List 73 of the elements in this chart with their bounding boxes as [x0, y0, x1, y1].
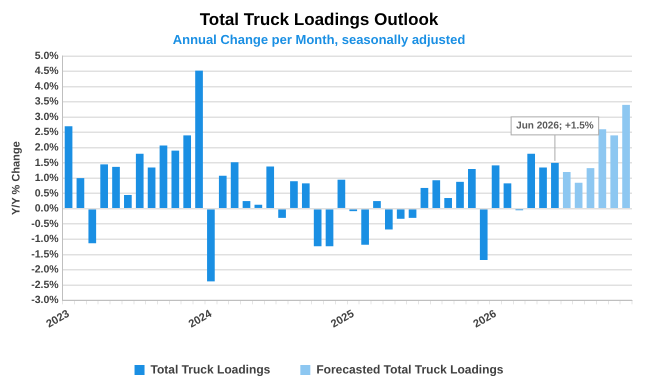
bar	[539, 167, 547, 208]
bar	[76, 178, 84, 208]
x-tick-label: 2024	[186, 307, 215, 331]
legend-label: Total Truck Loadings	[150, 362, 271, 376]
x-tick-label: 2025	[329, 308, 356, 331]
bar	[396, 209, 405, 219]
bar	[574, 182, 582, 208]
bar	[373, 201, 381, 208]
y-tick-label: 1.5%	[34, 156, 60, 169]
y-tick-label: 3.5%	[34, 96, 60, 108]
bar	[195, 70, 203, 208]
bar	[183, 135, 192, 208]
bar	[562, 172, 571, 208]
y-tick-label: 4.0%	[34, 80, 60, 92]
y-tick-label: 0.0%	[34, 202, 60, 215]
y-tick-label: 3.0%	[34, 110, 60, 123]
bar	[290, 181, 298, 208]
bar	[254, 204, 262, 208]
bar	[432, 180, 440, 208]
y-tick-label: -2.5%	[31, 278, 60, 291]
bar	[112, 166, 120, 208]
x-tick-label: 2023	[44, 308, 72, 331]
data-label: Jun 2026; +1.5%	[516, 120, 594, 132]
bar	[88, 209, 96, 244]
y-tick-label: -1.0%	[31, 233, 60, 246]
bar	[456, 182, 464, 208]
chart-subtitle: Annual Change per Month, seasonally adjusted	[172, 32, 466, 47]
bar	[302, 183, 310, 208]
y-tick-label: 4.5%	[34, 65, 60, 78]
bar	[622, 104, 630, 208]
bar	[266, 166, 274, 208]
bar	[598, 129, 606, 208]
y-tick-label: 1.0%	[34, 172, 60, 184]
y-tick-label: 0.5%	[34, 187, 60, 200]
bar	[551, 162, 559, 208]
chart-title: Total Truck Loadings Outlook	[200, 10, 439, 29]
bar	[314, 209, 322, 246]
bar	[480, 209, 488, 260]
y-axis-title: Y/Y % Change	[10, 141, 23, 216]
bar	[504, 183, 512, 208]
bar	[444, 198, 452, 208]
y-tick-label: -1.5%	[31, 248, 60, 260]
bar	[171, 150, 180, 208]
bar	[586, 168, 594, 208]
bar	[420, 188, 428, 208]
y-tick-label: -2.0%	[31, 264, 60, 276]
y-tick-label: -0.5%	[31, 218, 60, 230]
bar	[610, 135, 618, 208]
bar	[338, 180, 346, 208]
bar	[64, 126, 72, 208]
bar	[148, 167, 156, 208]
bar	[124, 194, 132, 208]
y-tick-label: 2.5%	[34, 126, 60, 138]
bar	[136, 154, 144, 208]
bar	[408, 209, 416, 218]
bar	[361, 209, 369, 245]
bar	[384, 209, 393, 230]
bar	[527, 154, 536, 208]
y-tick-label: 2.0%	[34, 142, 60, 154]
x-tick-label: 2026	[471, 308, 499, 331]
bar	[218, 176, 227, 208]
legend-label: Forecasted Total Truck Loadings	[316, 362, 504, 376]
bar	[278, 209, 286, 218]
bar	[326, 209, 334, 246]
bar	[468, 169, 476, 208]
bar	[160, 145, 168, 208]
y-tick-label: -3.0%	[31, 294, 60, 306]
bar	[242, 201, 250, 208]
bar	[207, 209, 215, 282]
bar	[492, 165, 500, 208]
bar	[230, 162, 238, 208]
bar	[100, 164, 108, 208]
y-tick-label: 5.0%	[34, 50, 60, 62]
